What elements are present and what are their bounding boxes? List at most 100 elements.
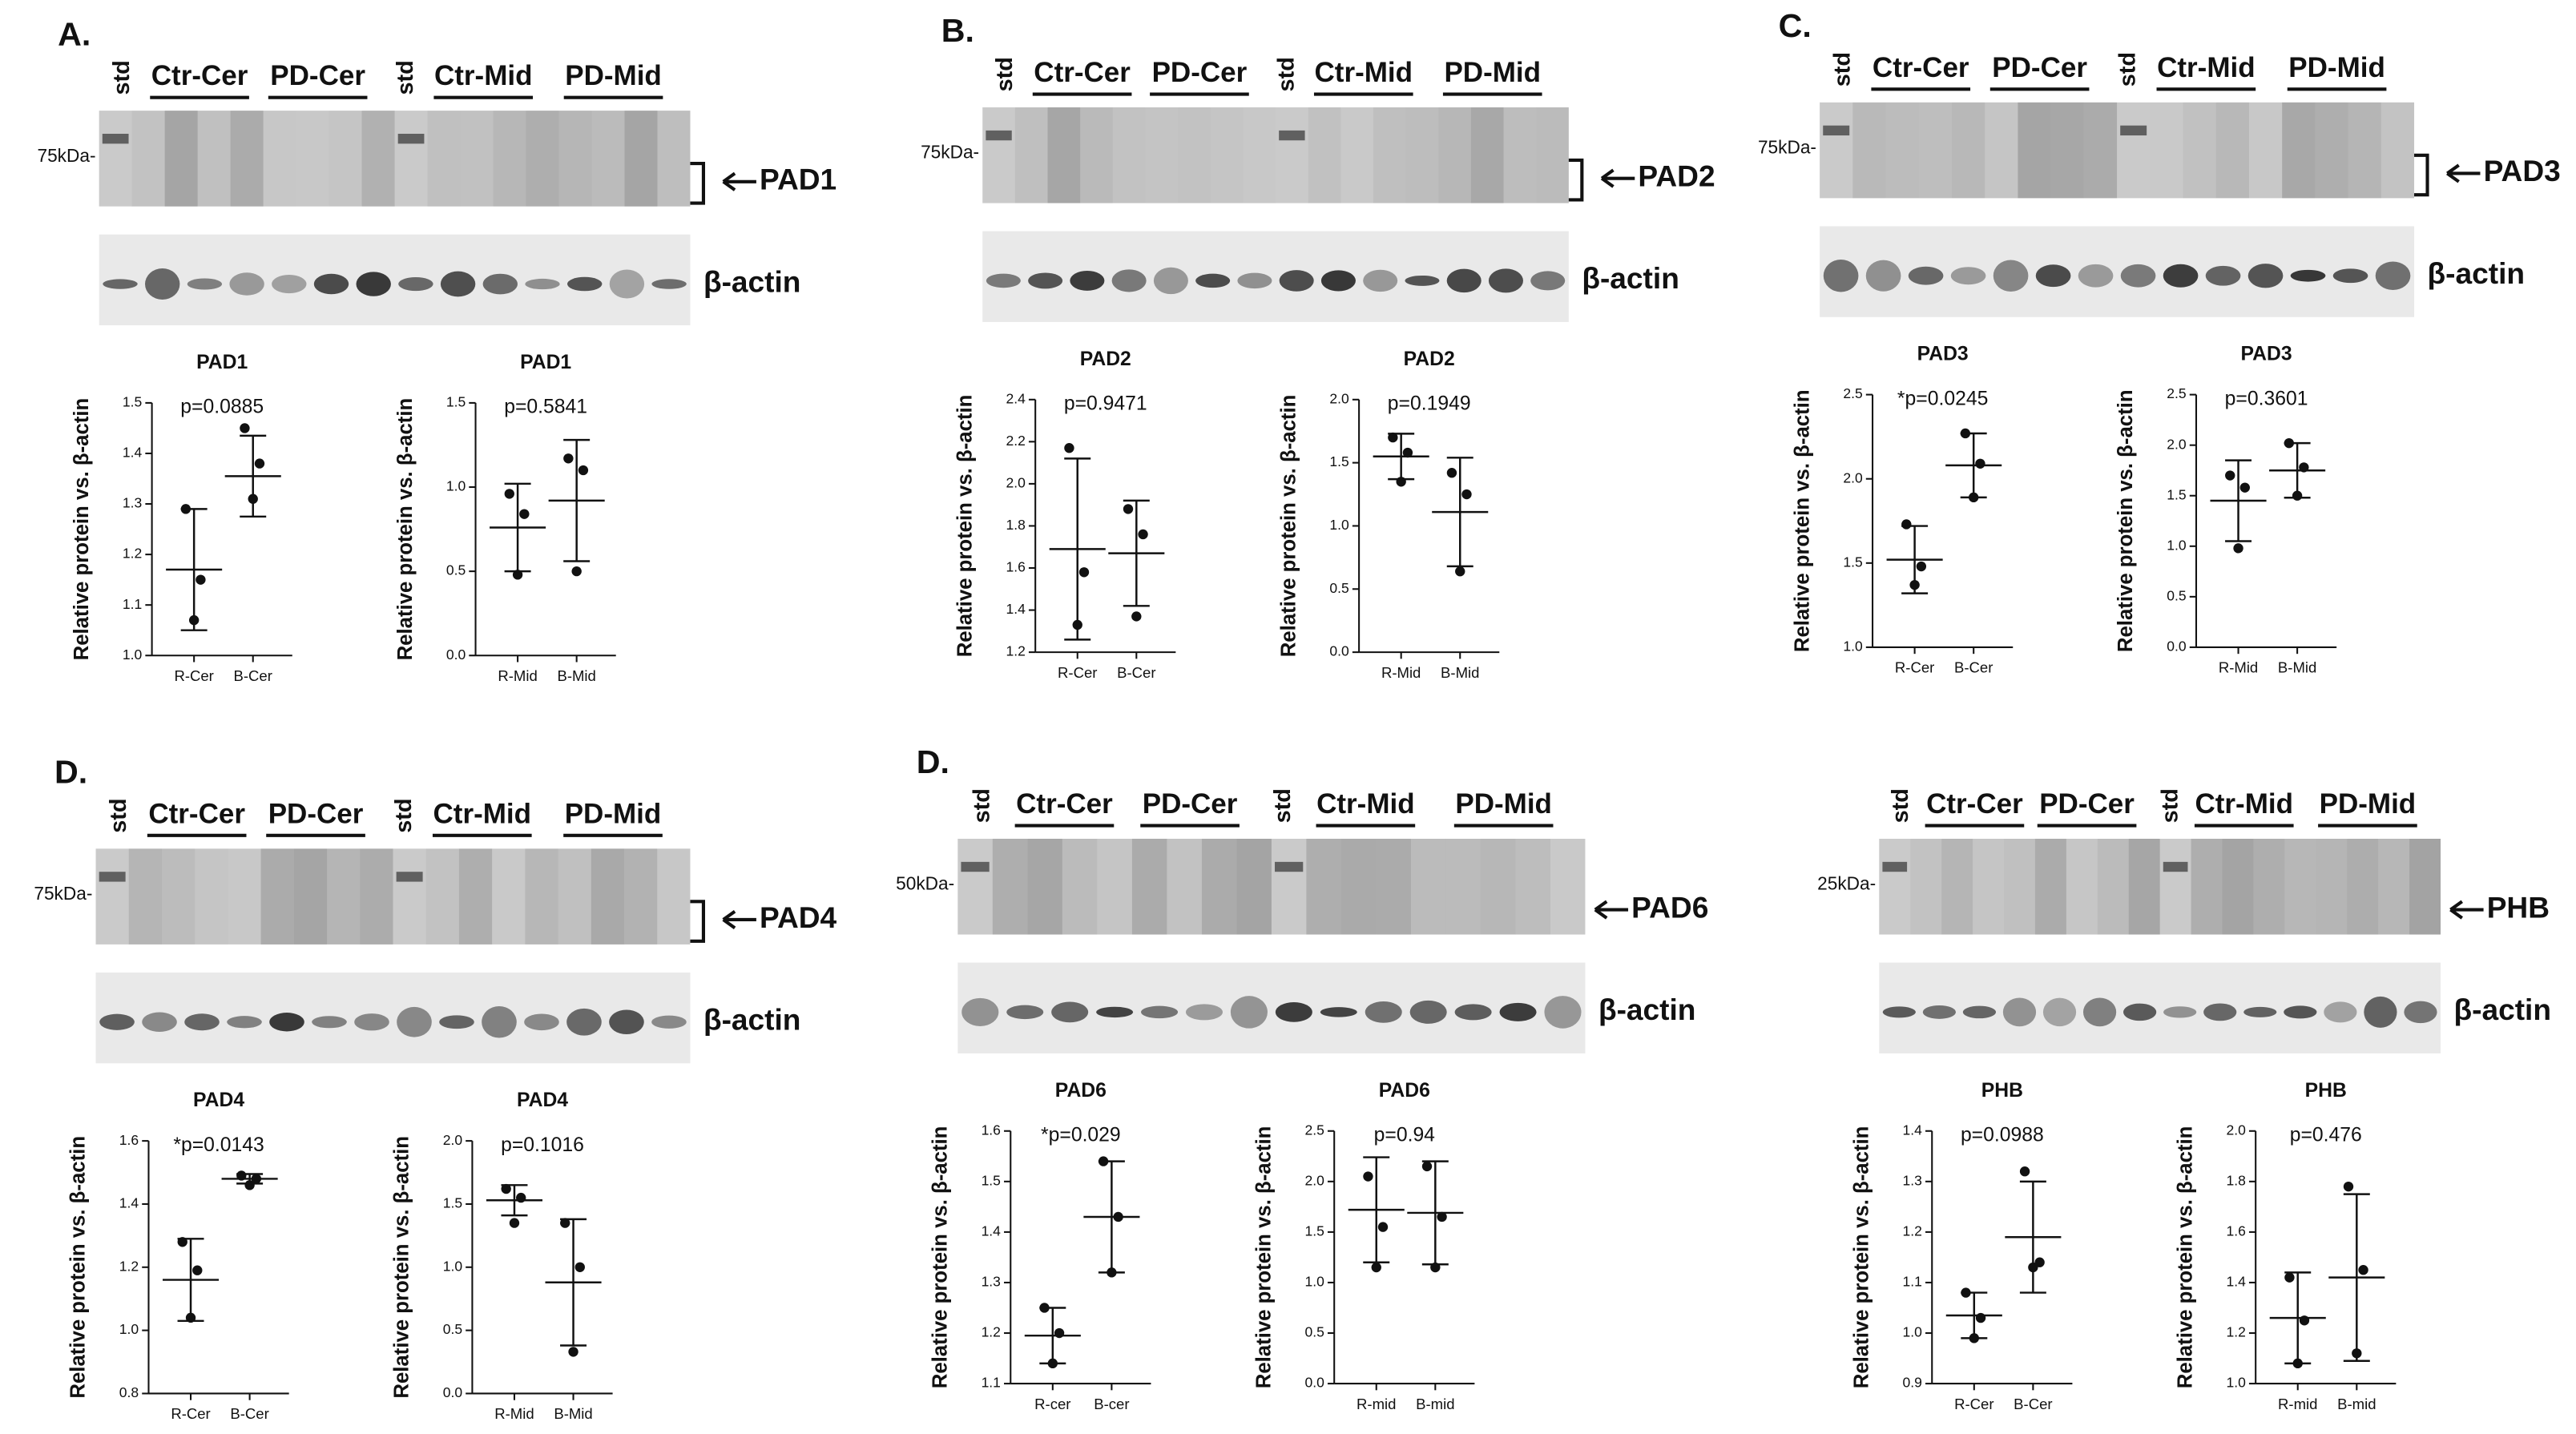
blot-lane (558, 848, 591, 945)
p-value: p=0.5841 (504, 397, 587, 418)
blot-lane (228, 848, 261, 945)
lane-label: Ctr-Mid (433, 798, 532, 829)
x-tick-label: B-cer (1094, 1396, 1129, 1412)
lane-label: Ctr-Cer (1016, 788, 1113, 820)
blot-lane (2380, 102, 2415, 199)
lane-label: PD-Mid (1444, 57, 1541, 88)
y-tick-label: 1.6 (119, 1132, 139, 1148)
actin-band (269, 1013, 304, 1032)
actin-band (1882, 1006, 1916, 1018)
x-tick-label: B-Cer (230, 1405, 268, 1422)
y-tick-label: 1.0 (2226, 1375, 2246, 1391)
marker-label: 75kDa- (1758, 137, 1816, 158)
y-tick-label: 1.4 (982, 1223, 1002, 1239)
actin-band (1499, 1002, 1537, 1021)
blot-lane (1167, 838, 1202, 935)
actin-band (187, 278, 223, 290)
blot-lane (427, 111, 461, 207)
actin-band (2002, 997, 2037, 1027)
panel-label: B. (941, 12, 974, 49)
y-tick-label: 1.5 (123, 394, 142, 410)
actin-band (2324, 1001, 2357, 1023)
actin-band (1096, 1006, 1134, 1018)
blot-lane (128, 848, 162, 945)
blot-lane (1276, 107, 1308, 203)
blot-lane (1503, 107, 1537, 203)
actin-band (1823, 260, 1859, 292)
p-value: *p=0.029 (1041, 1124, 1121, 1146)
x-tick-label: R-Mid (2219, 659, 2258, 676)
data-point (2343, 1181, 2354, 1192)
lane-label: Ctr-Cer (1873, 52, 1969, 83)
blot-lane (1145, 107, 1179, 203)
std-band (397, 133, 425, 144)
data-point (563, 453, 574, 464)
y-tick-label: 2.0 (2226, 1122, 2246, 1138)
y-tick-label: 1.1 (1903, 1274, 1922, 1290)
actin-band (184, 1013, 220, 1031)
blot-lane (1515, 838, 1550, 935)
actin-band (1544, 996, 1582, 1029)
p-value: *p=0.0143 (173, 1134, 264, 1156)
blot-lane (2409, 838, 2441, 935)
y-tick-label: 2.5 (2167, 385, 2186, 401)
std-band (2120, 125, 2147, 136)
actin-band (2042, 997, 2077, 1027)
y-tick-label: 1.0 (1843, 638, 1863, 655)
blot-lane (99, 111, 132, 207)
blot-lane (2004, 838, 2035, 935)
lane-label: Ctr-Mid (2157, 52, 2256, 83)
y-tick-label: 1.3 (982, 1274, 1001, 1290)
actin-band (1230, 996, 1268, 1029)
actin-band (354, 1013, 389, 1031)
x-tick-label: B-Mid (2278, 659, 2316, 676)
blot-lane (394, 111, 428, 207)
std-band (1275, 861, 1304, 872)
p-value: *p=0.0245 (1897, 388, 1988, 409)
actin-band (2078, 264, 2114, 288)
blot-lane (1201, 838, 1237, 935)
blot-lane (1271, 838, 1307, 935)
y-tick-label: 1.0 (123, 647, 143, 663)
x-tick-label: B-Mid (557, 667, 595, 684)
bracket (1568, 158, 1584, 202)
blot-lane (2050, 102, 2084, 199)
lane-label: Ctr-Cer (1926, 788, 2023, 820)
lane-label: std (1888, 788, 1913, 823)
blot-lane (425, 848, 459, 945)
actin-band (227, 1016, 262, 1029)
y-tick-label: 1.0 (2167, 537, 2187, 553)
blot-lane (1047, 107, 1081, 203)
chart-title: PAD1 (520, 352, 571, 373)
blot-lane (2083, 102, 2118, 199)
blot-lane (1178, 107, 1211, 203)
x-tick-label: R-mid (2278, 1396, 2317, 1412)
blot-lane (2018, 102, 2051, 199)
actin-band (2243, 1006, 2277, 1017)
y-tick-label: 1.5 (1329, 453, 1348, 469)
blot-lane (1131, 838, 1167, 935)
blot-lane (2222, 838, 2254, 935)
arrow (1600, 168, 1635, 188)
actin-band (1922, 1005, 1956, 1019)
lane-label: PD-Cer (268, 798, 364, 829)
data-point (509, 1218, 520, 1228)
actin-band (986, 273, 1021, 288)
data-point (1377, 1222, 1389, 1232)
actin-band (2364, 996, 2397, 1028)
data-point (1461, 489, 1472, 500)
actin-band (567, 276, 603, 292)
blot-lane (2034, 838, 2066, 935)
actin-band (651, 1015, 687, 1029)
p-value: p=0.3601 (2225, 388, 2308, 409)
actin-band (609, 1009, 644, 1035)
data-point (1363, 1171, 1373, 1182)
blot-lane (591, 848, 625, 945)
panel-label: C. (1779, 7, 1812, 44)
y-tick-label: 1.2 (2226, 1324, 2245, 1340)
marker-label: 50kDa- (896, 873, 954, 894)
lane-label: std (1829, 52, 1855, 87)
blot-lane (230, 111, 264, 207)
chart-title: PAD1 (196, 352, 248, 373)
blot-lane (195, 848, 228, 945)
